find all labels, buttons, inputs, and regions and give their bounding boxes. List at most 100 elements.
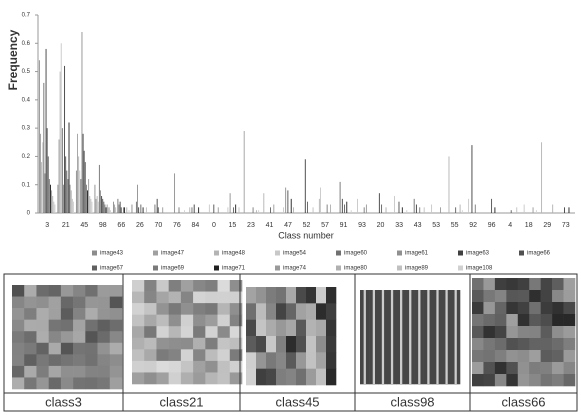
bar (48, 179, 50, 213)
texture-tile (12, 342, 25, 355)
bar (41, 162, 43, 213)
x-tick-label: 91 (340, 222, 348, 229)
texture-tile (540, 326, 553, 339)
texture-tile (109, 308, 123, 320)
texture-tile (12, 319, 25, 332)
bar (50, 184, 51, 213)
texture-stripe (409, 290, 412, 384)
legend-label: image89 (405, 266, 429, 272)
bar (91, 201, 93, 213)
bar (217, 207, 219, 213)
legend-label: image74 (283, 266, 307, 272)
texture-tile (109, 354, 123, 367)
bar (96, 196, 98, 213)
texture-tile (506, 350, 519, 363)
bar (541, 142, 543, 213)
texture-tile (506, 326, 519, 339)
bar (66, 170, 68, 213)
bar (70, 190, 72, 213)
texture-tile (97, 296, 111, 309)
legend-label: image71 (222, 266, 246, 272)
texture-tile (246, 352, 257, 369)
texture-tile (552, 338, 564, 351)
texture-tile (132, 303, 145, 315)
bar (516, 207, 518, 213)
bar (406, 210, 408, 213)
texture-tile (506, 278, 519, 291)
bar (270, 207, 271, 213)
texture-tile (132, 372, 145, 385)
bar (124, 207, 126, 213)
texture-tile (256, 287, 267, 304)
bar (494, 207, 496, 213)
bar (339, 181, 341, 213)
texture-tile (193, 303, 206, 315)
texture-tile (286, 336, 297, 353)
bar (84, 162, 86, 213)
texture-tile (217, 291, 231, 304)
texture-tile (472, 362, 484, 375)
texture-tile (483, 338, 496, 351)
texture-tile (316, 336, 327, 353)
y-tick-label: 0.7 (22, 13, 31, 19)
bar (110, 210, 111, 213)
bar (64, 65, 66, 214)
texture-tile (286, 368, 297, 386)
texture-tile (109, 377, 123, 390)
bar (128, 210, 130, 213)
texture-tile (563, 362, 576, 375)
texture-tile (109, 331, 123, 344)
x-tick-label: 57 (321, 222, 329, 229)
texture-tile (36, 377, 49, 390)
legend-swatch (458, 265, 463, 271)
texture-stripe (381, 290, 385, 384)
texture-tile (276, 352, 287, 369)
texture-tile (180, 326, 194, 339)
bar (94, 184, 96, 213)
bar (523, 204, 525, 213)
texture-tile (506, 374, 519, 387)
bar (118, 204, 120, 213)
y-tick-label: 0.3 (22, 126, 31, 132)
texture-tile (472, 302, 484, 315)
y-tick-label: 0.2 (22, 154, 31, 160)
texture-tile (229, 314, 243, 327)
bar (474, 204, 476, 213)
bar (112, 201, 114, 213)
x-tick-label: 45 (80, 222, 88, 229)
bar (229, 193, 231, 213)
bar (53, 201, 55, 213)
texture-tile (144, 372, 157, 385)
texture-tile (24, 354, 37, 367)
texture-tile (156, 337, 169, 350)
x-tick-label: 29 (543, 222, 551, 229)
bar (101, 196, 103, 213)
texture-tile (563, 302, 576, 315)
bar (82, 133, 84, 213)
legend-swatch (214, 250, 219, 256)
texture-tile (168, 337, 182, 350)
texture-tile (286, 352, 297, 369)
texture-tile (326, 368, 337, 386)
x-tick-label: 92 (469, 222, 477, 229)
texture-tile (97, 331, 111, 344)
texture-tile (276, 336, 287, 353)
texture-tile (494, 338, 507, 351)
texture-tile (217, 326, 231, 339)
texture-tile (506, 302, 519, 315)
texture-tile (563, 278, 576, 291)
texture-tile (296, 336, 307, 353)
texture-tile (472, 338, 484, 351)
texture-tile (296, 303, 307, 320)
bar (47, 156, 49, 213)
bar (154, 204, 156, 213)
texture-tile (73, 296, 86, 309)
texture-tile (552, 326, 564, 339)
texture-tile (48, 319, 62, 332)
bar (423, 207, 425, 213)
bar (568, 207, 570, 213)
texture-tile (494, 302, 507, 315)
legend-swatch (336, 250, 341, 256)
bar (468, 198, 470, 213)
texture-tile (266, 368, 277, 386)
